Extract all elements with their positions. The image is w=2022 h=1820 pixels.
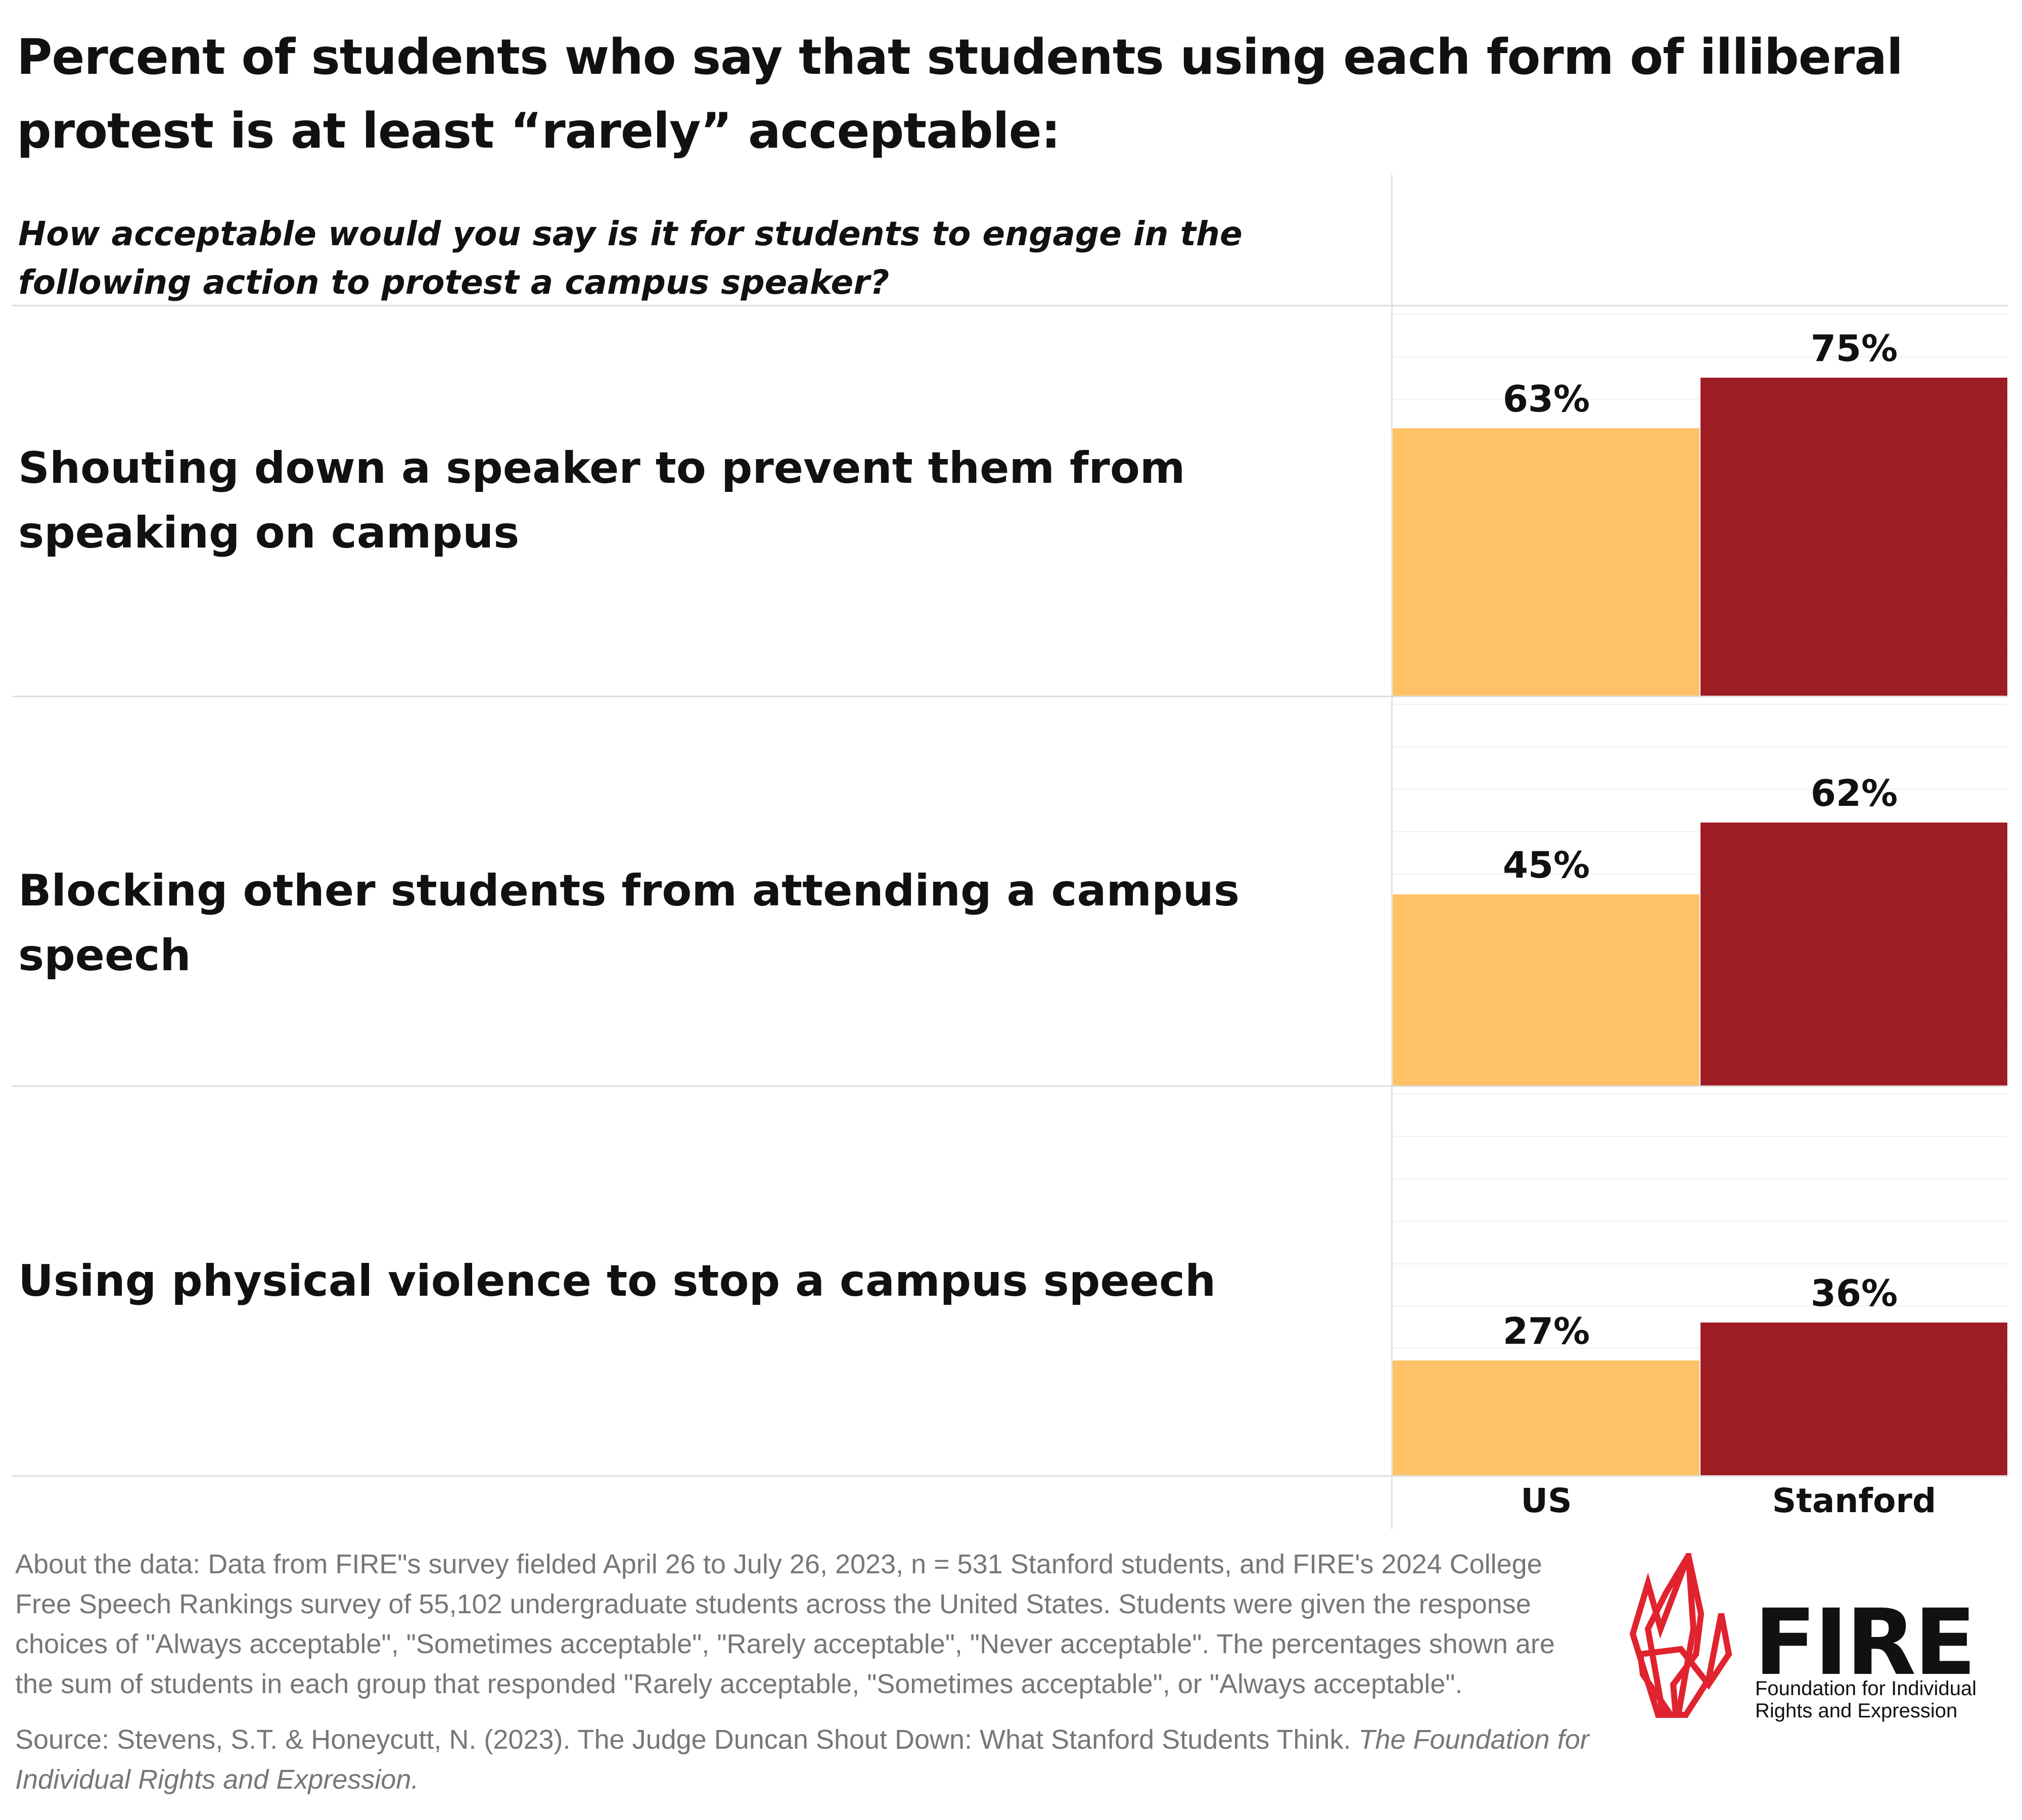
logo-subtitle: Foundation for Individual Rights and Exp…: [1755, 1677, 1977, 1722]
gridline: [1393, 1220, 2008, 1222]
value-label-us-2: 27%: [1502, 1310, 1590, 1353]
gridline: [1393, 526, 2008, 527]
logo-subtitle-line1: Foundation for Individual: [1755, 1677, 1977, 1700]
gridline: [1393, 483, 2008, 485]
logo-wordmark: FIRE: [1754, 1590, 1976, 1696]
value-label-stanford-2: 36%: [1810, 1271, 1898, 1314]
row-divider: [13, 305, 2008, 306]
x-label-stanford: Stanford: [1772, 1481, 1937, 1520]
gridline: [1393, 788, 2008, 790]
chart-title: Percent of students who say that student…: [17, 29, 1903, 159]
source-citation: Source: Stevens, S.T. & Honeycutt, N. (2…: [15, 1720, 1592, 1800]
bar-stanford-1: [1701, 822, 2007, 1085]
gridline: [1393, 1348, 2008, 1349]
gridline: [1393, 1135, 2008, 1137]
gridline: [1393, 1305, 2008, 1307]
value-label-stanford-1: 62%: [1810, 771, 1898, 814]
gridline: [1393, 1390, 2008, 1392]
gridline: [1393, 568, 2008, 570]
gridline: [1393, 653, 2008, 655]
gridline: [1393, 1433, 2008, 1434]
gridline: [1393, 746, 2008, 747]
row-divider: [13, 1475, 2008, 1477]
gridline: [1393, 398, 2008, 400]
gridline: [1393, 611, 2008, 612]
gridline: [1393, 441, 2008, 442]
fire-flame-logo-icon: [1629, 1553, 1732, 1718]
gridline: [1393, 703, 2008, 705]
chart-axis-line: [1391, 174, 1393, 1529]
gridline: [1393, 958, 2008, 960]
source-text: Source: Stevens, S.T. & Honeycutt, N. (2…: [15, 1724, 1359, 1755]
logo-subtitle-line2: Rights and Expression: [1755, 1700, 1958, 1722]
gridline: [1393, 831, 2008, 832]
gridline: [1393, 1263, 2008, 1264]
x-label-us: US: [1521, 1481, 1572, 1520]
about-the-data: About the data: Data from FIRE"s survey …: [15, 1549, 1555, 1699]
gridline: [1393, 313, 2008, 315]
gridline: [1393, 916, 2008, 917]
bar-stanford-2: [1701, 1322, 2007, 1475]
bar-stanford-0: [1701, 377, 2007, 696]
row-label-blocking: Blocking other students from attending a…: [18, 866, 1240, 981]
row-divider: [13, 696, 2008, 697]
bar-us-2: [1393, 1360, 1699, 1475]
gridline: [1393, 1178, 2008, 1179]
source-publisher: The Foundation for Individual Rights and…: [15, 1724, 1589, 1795]
row-label-violence: Using physical violence to stop a campus…: [18, 1256, 1216, 1306]
gridline: [1393, 873, 2008, 875]
value-label-us-0: 63%: [1502, 378, 1590, 421]
gridline: [1393, 1093, 2008, 1095]
gridline: [1393, 1043, 2008, 1044]
gridline: [1393, 1000, 2008, 1002]
gridline: [1393, 356, 2008, 357]
row-label-shouting-down: Shouting down a speaker to prevent them …: [18, 443, 1185, 558]
bar-us-0: [1393, 428, 1699, 696]
value-label-stanford-0: 75%: [1810, 327, 1898, 370]
bar-us-1: [1393, 894, 1699, 1085]
survey-question: How acceptable would you say is it for s…: [18, 214, 1243, 302]
value-label-us-1: 45%: [1502, 844, 1590, 887]
row-divider: [13, 1085, 2008, 1087]
